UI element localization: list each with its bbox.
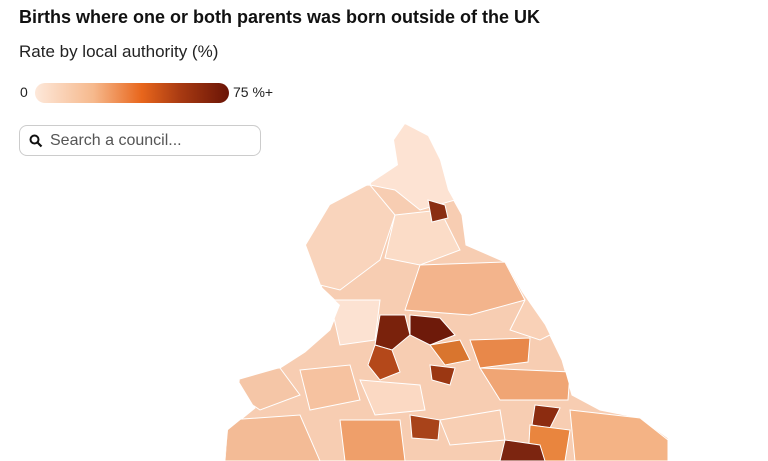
subtitle: Rate by local authority (%) [19,42,219,61]
region [329,299,381,346]
region [404,261,526,316]
region [479,367,571,401]
legend-min: 0 [20,84,28,100]
search-box[interactable]: Search a council... [19,125,261,156]
region [409,314,456,346]
region [469,337,531,369]
region [409,414,441,441]
region [339,419,406,461]
region [499,439,546,461]
legend-gradient [35,83,229,103]
region [427,199,449,223]
region [299,364,361,411]
title: Births where one or both parents was bor… [19,7,541,27]
search-icon [29,134,43,148]
legend-max: 75 %+ [233,84,274,100]
region [569,409,668,461]
search-placeholder: Search a council... [50,132,182,149]
region [374,314,411,351]
region [429,339,471,366]
region [439,409,506,446]
region [359,379,426,416]
region [429,364,456,386]
region [367,344,401,381]
